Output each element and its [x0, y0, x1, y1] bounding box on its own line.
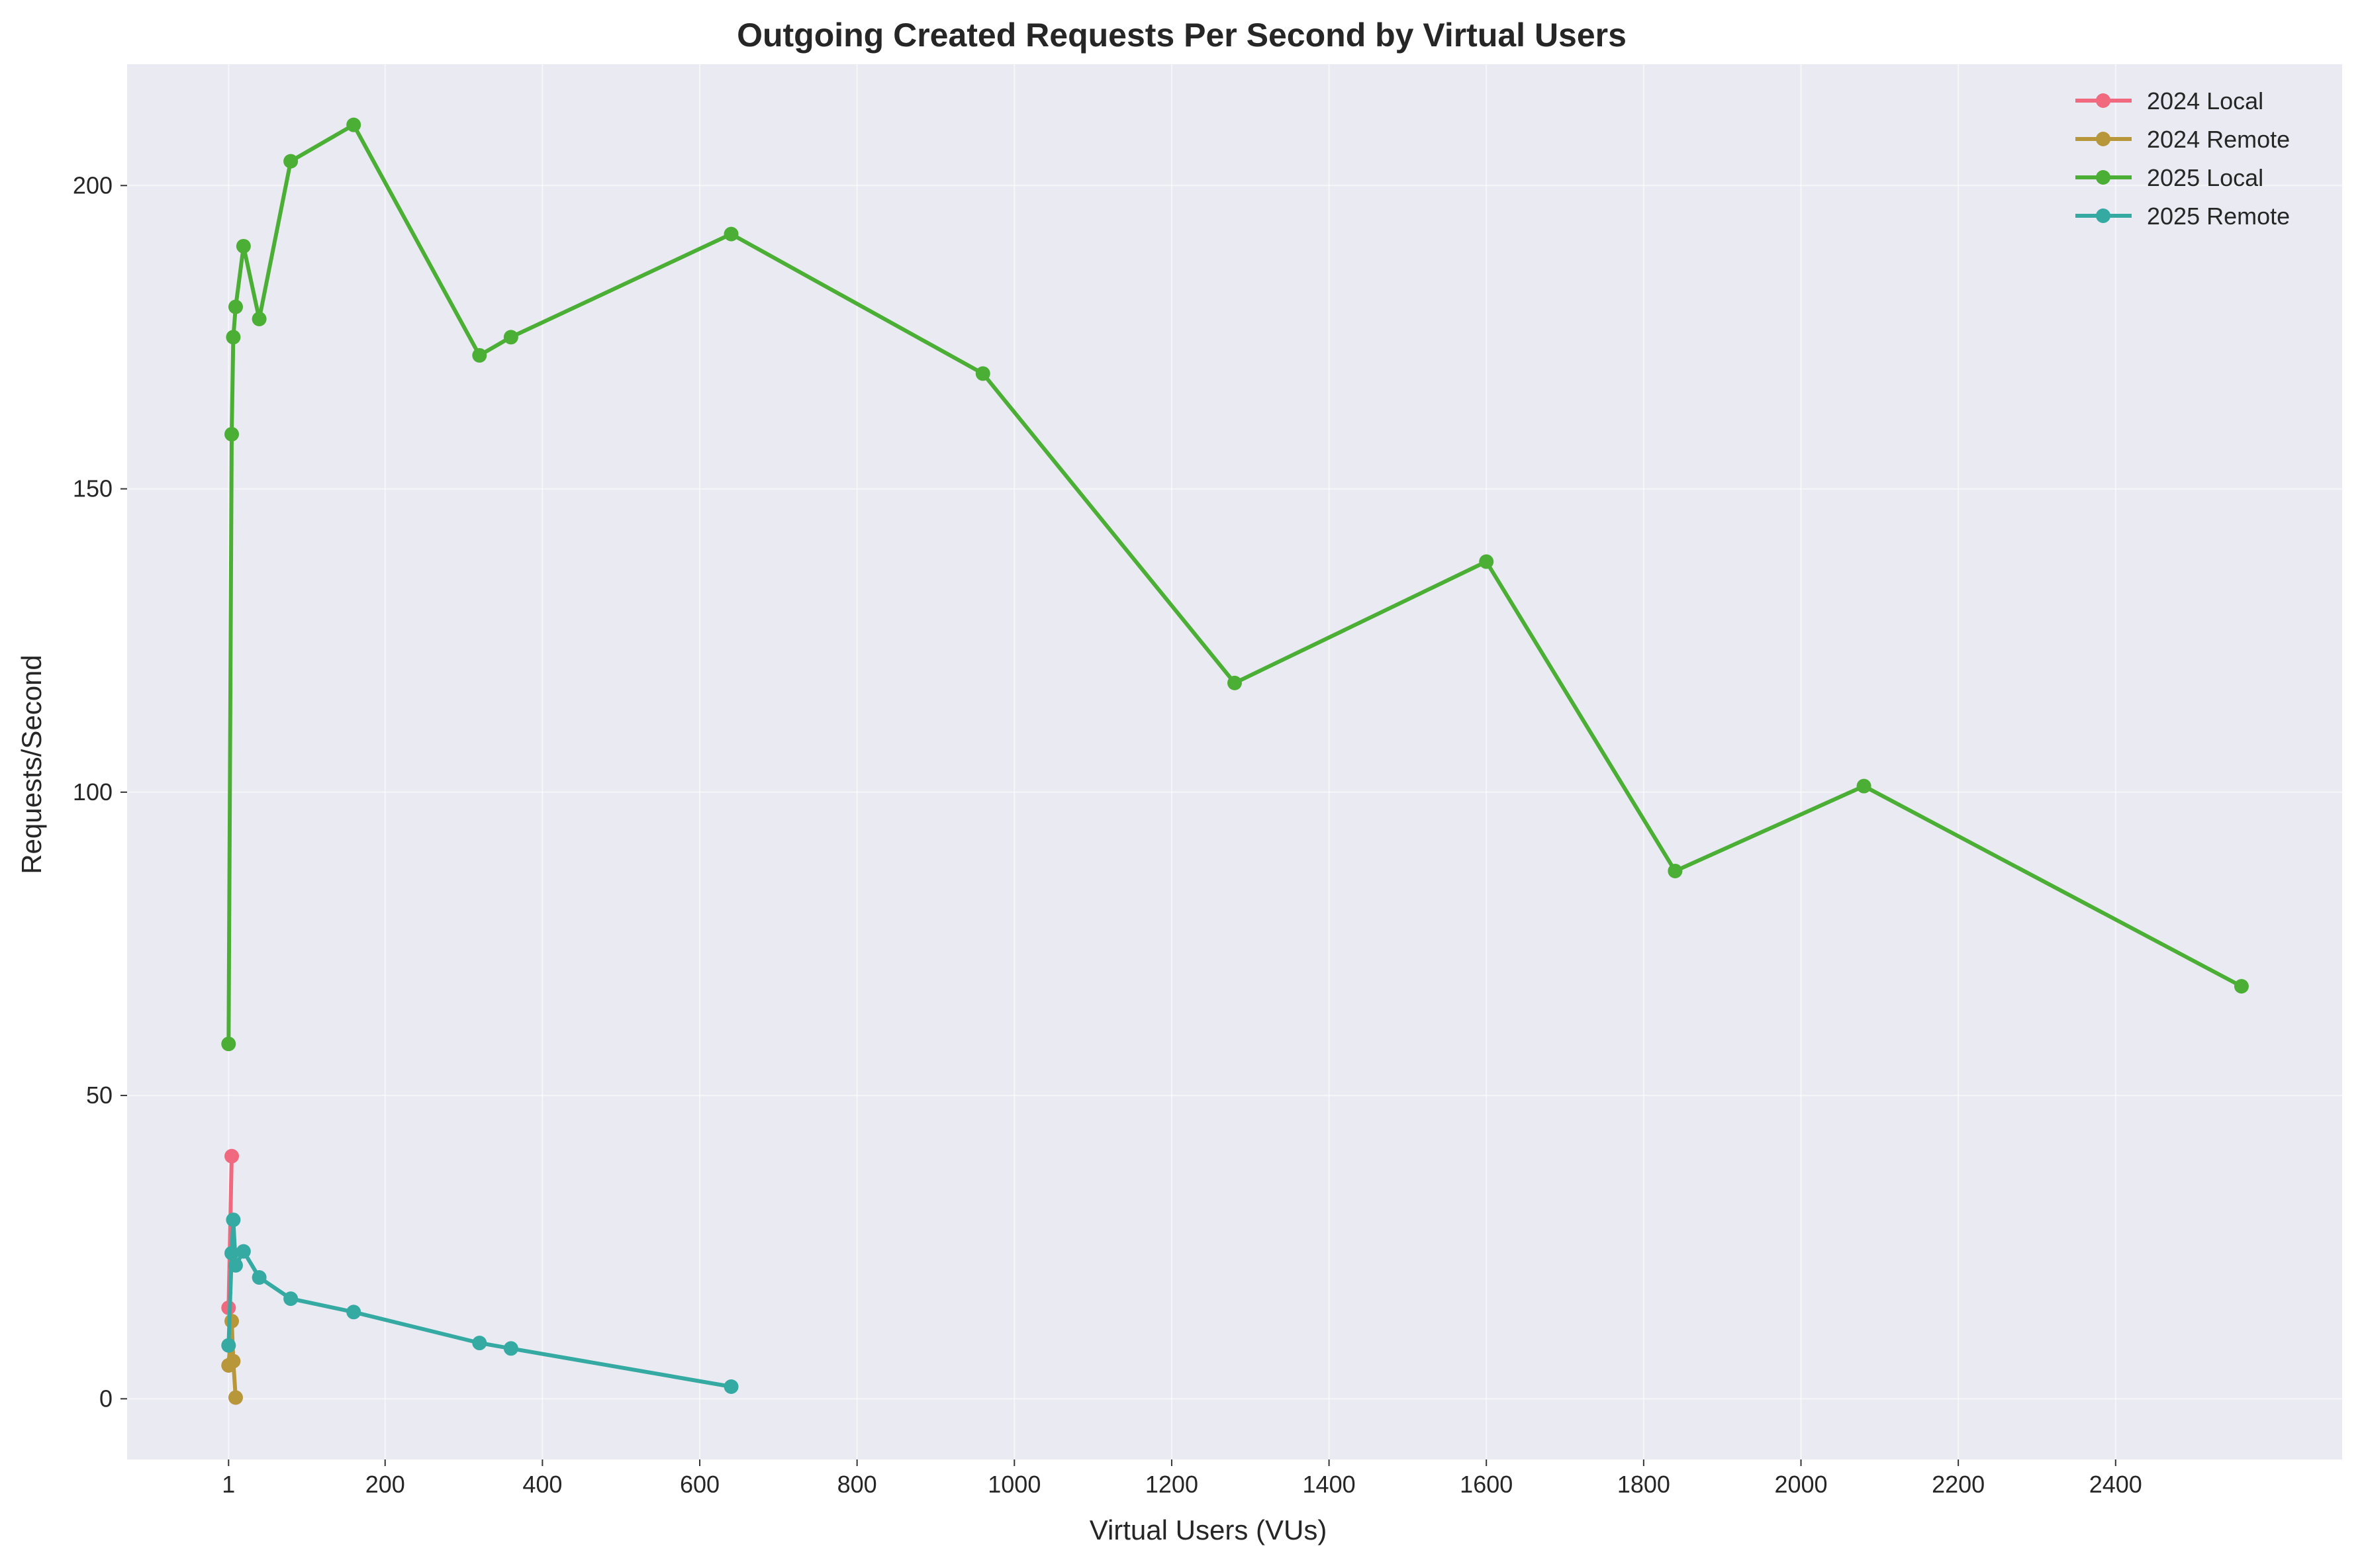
data-point: [226, 1212, 241, 1227]
data-point: [228, 1390, 243, 1405]
data-point: [1227, 675, 1242, 690]
y-axis-label: Requests/Second: [16, 655, 47, 874]
legend-item: 2024 Remote: [2075, 126, 2290, 153]
data-point: [346, 1305, 361, 1320]
data-point: [224, 1246, 240, 1261]
legend-label: 2025 Local: [2147, 164, 2263, 191]
series-2025-local: [221, 117, 2249, 1052]
data-point: [1856, 778, 1871, 794]
data-point: [346, 117, 361, 132]
data-point: [975, 366, 990, 381]
x-tick-label: 1200: [1145, 1471, 1198, 1498]
y-tick-label: 0: [99, 1385, 113, 1412]
grid: [127, 64, 2342, 1459]
x-tick-label: 400: [522, 1471, 562, 1498]
data-point: [283, 154, 299, 169]
y-tick-label: 50: [86, 1082, 113, 1109]
data-point: [224, 1314, 240, 1329]
data-point: [226, 1354, 241, 1369]
data-point: [503, 1341, 518, 1356]
series-layer: [221, 117, 2249, 1405]
data-point: [226, 330, 241, 345]
x-tick-label: 1600: [1460, 1471, 1513, 1498]
x-tick-label: 1800: [1617, 1471, 1670, 1498]
x-tick-label: 2000: [1774, 1471, 1827, 1498]
data-point: [503, 330, 518, 345]
data-point: [283, 1291, 299, 1307]
x-axis-ticks: 1 200 400 600 800 1000 1200 1400 1600 1800 2000 220…: [222, 1459, 2142, 1498]
data-point: [221, 1037, 236, 1052]
x-axis-label: Virtual Users (VUs): [1090, 1514, 1327, 1545]
x-tick-label: 600: [680, 1471, 720, 1498]
data-point: [472, 1336, 487, 1351]
x-tick-label: 200: [365, 1471, 405, 1498]
data-point: [1479, 554, 1494, 569]
legend-swatch-marker: [2096, 132, 2110, 146]
data-point: [1668, 863, 1683, 878]
y-tick-label: 150: [73, 475, 113, 502]
chart-title: Outgoing Created Requests Per Second by …: [737, 17, 1627, 54]
x-tick-label: 1000: [988, 1471, 1041, 1498]
data-point: [236, 1244, 251, 1259]
x-tick-label: 2200: [1932, 1471, 1985, 1498]
legend-label: 2025 Remote: [2147, 203, 2290, 230]
data-point: [224, 427, 240, 442]
data-point: [228, 1258, 243, 1273]
y-tick-label: 100: [73, 778, 113, 806]
legend-swatch-marker: [2096, 170, 2110, 185]
data-point: [236, 238, 251, 254]
legend-swatch-marker: [2096, 208, 2110, 223]
legend-item: 2024 Local: [2075, 87, 2263, 115]
data-point: [472, 347, 487, 363]
x-tick-label: 800: [837, 1471, 877, 1498]
legend-label: 2024 Local: [2147, 87, 2263, 115]
legend-label: 2024 Remote: [2147, 126, 2290, 153]
data-point: [228, 299, 243, 314]
data-point: [724, 1379, 739, 1395]
legend-item: 2025 Local: [2075, 164, 2263, 191]
data-point: [724, 226, 739, 242]
legend-swatch-marker: [2096, 93, 2110, 108]
data-point: [224, 1148, 240, 1164]
legend: 2024 Local 2024 Remote 2025 Local 2025 Remo…: [2075, 87, 2290, 230]
data-point: [252, 1270, 267, 1285]
series-2025-remote: [221, 1212, 739, 1395]
legend-item: 2025 Remote: [2075, 203, 2290, 230]
x-tick-label: 1: [222, 1471, 235, 1498]
data-point: [252, 311, 267, 326]
x-tick-label: 2400: [2089, 1471, 2142, 1498]
data-point: [221, 1338, 236, 1353]
y-axis-ticks: 0 50 100 150 200: [73, 171, 127, 1412]
y-tick-label: 200: [73, 171, 113, 199]
data-point: [2234, 979, 2249, 994]
x-tick-label: 1400: [1303, 1471, 1356, 1498]
plot-area: [127, 64, 2342, 1459]
